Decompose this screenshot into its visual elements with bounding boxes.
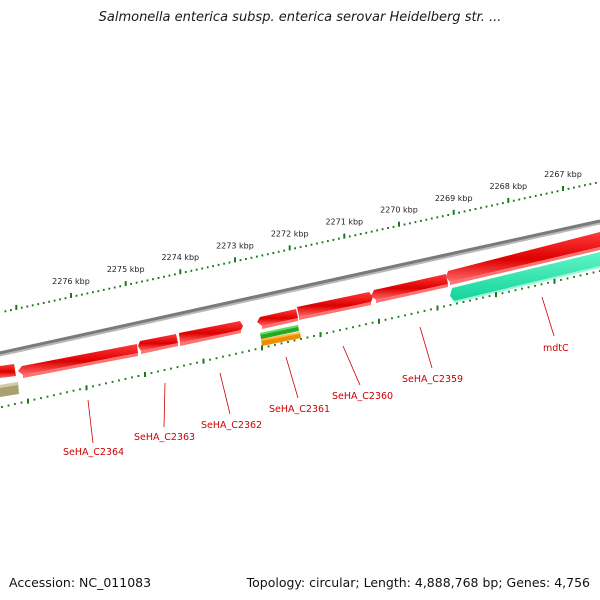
- outer-ruler-tick-label: 2274 kbp: [161, 253, 199, 262]
- gene-label-mdtC: mdtC: [543, 343, 569, 354]
- gene-upstream[interactable]: [446, 232, 600, 285]
- topology-summary: Topology: circular; Length: 4,888,768 bp…: [246, 575, 590, 590]
- outer-ruler-tick-label: 2273 kbp: [216, 241, 254, 250]
- outer-ruler-tick-label: 2268 kbp: [489, 182, 527, 191]
- outer-ruler-tick-label: 2276 kbp: [52, 277, 90, 286]
- outer-ruler-tick-label: 2267 kbp: [544, 170, 582, 179]
- gene-label-SeHA_C2359: SeHA_C2359: [402, 374, 463, 385]
- gene-label-SeHA_C2363: SeHA_C2363: [134, 432, 195, 443]
- gene-label-group-mdtC: mdtC: [541, 296, 569, 354]
- gene-label-SeHA_C2360: SeHA_C2360: [332, 391, 393, 402]
- small-feature-olive[interactable]: [0, 382, 19, 397]
- gene-SeHA_C2360[interactable]: [297, 292, 373, 320]
- small-feature-green[interactable]: [260, 325, 299, 339]
- outer-ruler-tick-label: 2269 kbp: [435, 194, 473, 203]
- gene-SeHA_C2361[interactable]: [257, 309, 298, 329]
- gene-label-SeHA_C2364: SeHA_C2364: [63, 447, 124, 458]
- outer-ruler-tick-label: 2271 kbp: [325, 218, 363, 227]
- gene-label-group-SeHA_C2359: SeHA_C2359: [402, 326, 463, 385]
- gene-label-group-SeHA_C2360: SeHA_C2360: [332, 345, 393, 402]
- gene-mdtC[interactable]: [450, 252, 600, 303]
- gene-label-group-SeHA_C2361: SeHA_C2361: [269, 356, 330, 415]
- inner-ruler: [1, 270, 600, 408]
- gene-label-SeHA_C2362: SeHA_C2362: [201, 420, 262, 431]
- gene-label-group-SeHA_C2362: SeHA_C2362: [201, 372, 262, 431]
- gene-left-edge[interactable]: [0, 364, 16, 378]
- gene-label-SeHA_C2361: SeHA_C2361: [269, 404, 330, 415]
- outer-ruler: 2276 kbp 2275 kbp 2274 kbp 2273 kbp 2272 kbp…: [4, 170, 597, 313]
- gene-SeHA_C2362[interactable]: [179, 321, 243, 346]
- accession-label: Accession: NC_011083: [9, 575, 152, 590]
- outer-ruler-tick-label: 2275 kbp: [107, 265, 145, 274]
- gene-label-group-SeHA_C2364: SeHA_C2364: [63, 399, 124, 458]
- gene-SeHA_C2364[interactable]: [18, 344, 138, 378]
- small-feature-orange[interactable]: [261, 332, 301, 346]
- gene-label-group-SeHA_C2363: SeHA_C2363: [134, 382, 195, 443]
- outer-ruler-tick-label: 2272 kbp: [271, 229, 309, 238]
- gene-SeHA_C2363[interactable]: [138, 334, 178, 354]
- outer-ruler-tick-label: 2270 kbp: [380, 206, 418, 215]
- gene-SeHA_C2359[interactable]: [371, 274, 448, 303]
- backbone: [0, 219, 600, 355]
- map-title: Salmonella enterica subsp. enterica sero…: [98, 10, 502, 25]
